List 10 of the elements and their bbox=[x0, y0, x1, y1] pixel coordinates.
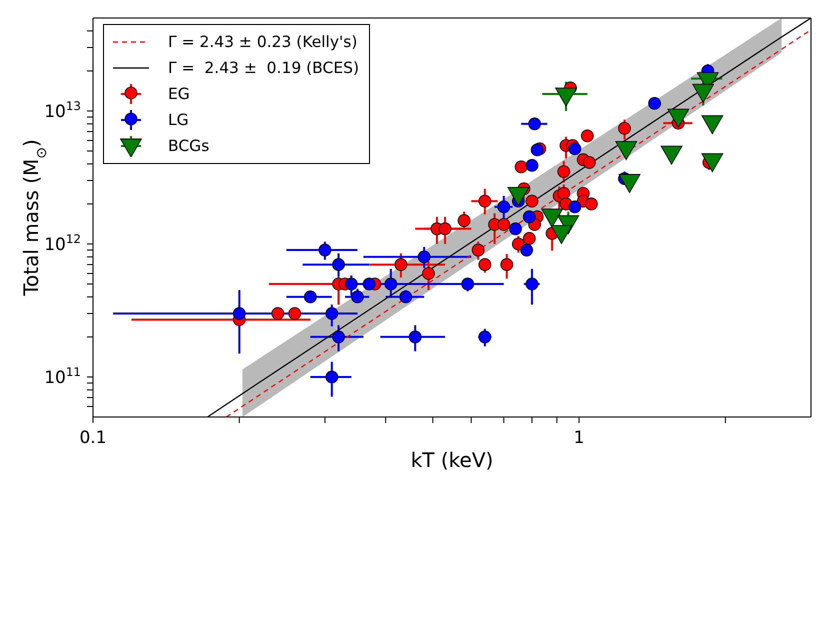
legend-label: Γ = 2.43 ± 0.23 (Kelly's) bbox=[168, 33, 358, 51]
x-tick-label: 0.1 bbox=[79, 428, 107, 448]
x-tick-label: 1 bbox=[574, 428, 584, 448]
legend-label: LG bbox=[168, 111, 189, 129]
legend-label: Γ = 2.43 ± 0.19 (BCES) bbox=[168, 59, 360, 77]
legend-label: EG bbox=[168, 85, 190, 103]
x-axis-title: kT (keV) bbox=[410, 448, 494, 472]
y-tick-label: 10$^{11}$ bbox=[44, 364, 81, 388]
y-tick-label: 10$^{13}$ bbox=[44, 98, 81, 122]
legend-label: BCGs bbox=[168, 137, 210, 155]
